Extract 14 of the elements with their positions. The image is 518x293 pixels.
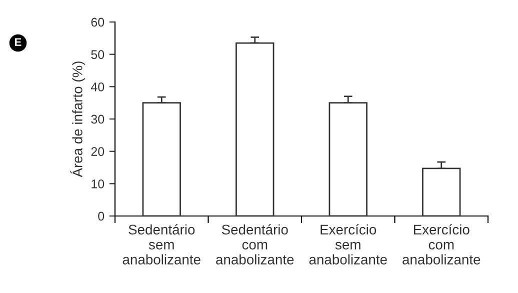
x-tick-label: Exercício com anabolizante	[402, 224, 480, 264]
x-tick-label: Sedentário sem anabolizante	[122, 224, 200, 264]
y-tick-label: 30	[91, 114, 104, 124]
y-axis-title: Área de infarto (%)	[70, 62, 86, 178]
bar	[236, 42, 274, 216]
text: E	[15, 38, 22, 46]
y-tick-label: 10	[92, 179, 104, 188]
y-tick-label: 60	[91, 18, 104, 27]
y-tick-label: 20	[91, 147, 104, 156]
y-tick-label: 40	[90, 82, 104, 92]
x-tick-label: Sedentário com anabolizante	[216, 224, 294, 264]
x-tick-label: Exercício sem anabolizante	[309, 224, 387, 264]
y-tick-label: 0	[98, 212, 104, 221]
y-tick-label: 50	[91, 50, 104, 59]
